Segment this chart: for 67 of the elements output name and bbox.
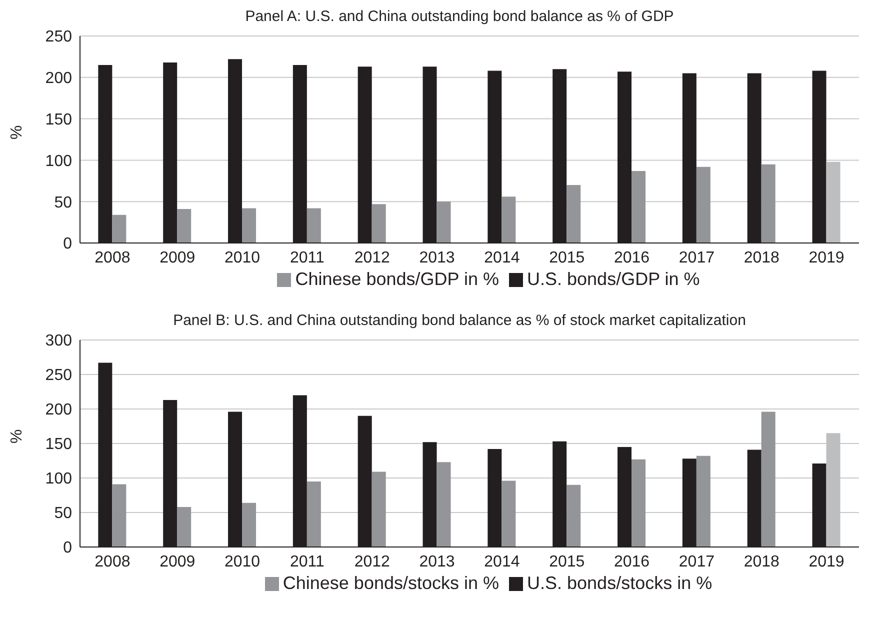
- x-tick-label: 2018: [744, 249, 780, 266]
- bar: [566, 185, 581, 243]
- chart-title: Panel B: U.S. and China outstanding bond balance as % of stock market capitalization: [172, 312, 747, 331]
- x-tick-label: 2012: [354, 553, 390, 570]
- bar: [242, 208, 256, 243]
- x-tick-label: 2009: [160, 553, 196, 570]
- legend-label: Chinese bonds/GDP in %: [295, 269, 500, 289]
- bar: [566, 484, 581, 547]
- y-axis-title: %: [8, 429, 26, 444]
- x-tick-label: 2011: [290, 249, 325, 266]
- bar: [761, 412, 776, 547]
- y-tick-label: 0: [63, 540, 72, 557]
- y-tick-label: 300: [45, 332, 72, 350]
- x-tick-label: 2014: [484, 553, 520, 570]
- y-tick-label: 200: [45, 70, 72, 88]
- x-tick-label: 2015: [549, 249, 585, 266]
- bar: [502, 196, 516, 243]
- y-tick-label: 100: [45, 470, 72, 488]
- bar: [436, 202, 451, 243]
- bar: [632, 170, 646, 243]
- y-tick-label: 150: [45, 436, 72, 454]
- x-tick-label: 2019: [808, 553, 844, 570]
- x-tick-label: 2015: [549, 553, 585, 570]
- x-tick-label: 2016: [614, 249, 650, 266]
- x-tick-label: 2017: [678, 553, 715, 570]
- y-tick-label: 200: [45, 402, 72, 419]
- y-axis-title: %: [8, 125, 26, 140]
- bar: [306, 481, 321, 547]
- bar: [761, 164, 776, 243]
- bar: [502, 480, 516, 547]
- y-tick-label: 150: [45, 111, 72, 128]
- x-tick-label: 2013: [419, 553, 455, 570]
- bar: [112, 484, 126, 547]
- y-tick-label: 50: [54, 194, 72, 212]
- bar: [177, 506, 192, 547]
- bar: [177, 209, 192, 243]
- bar: [696, 456, 710, 547]
- y-tick-label: 100: [45, 152, 72, 170]
- x-tick-label: 2008: [94, 553, 130, 570]
- bar: [696, 166, 710, 243]
- y-tick-label: 0: [63, 236, 72, 253]
- chart-title: Panel A: U.S. and China outstanding bond balance as % of GDP: [244, 8, 675, 27]
- bar: [242, 502, 256, 547]
- bar: [306, 208, 321, 243]
- legend-label: Chinese bonds/stocks in %: [282, 573, 500, 593]
- legend-label: U.S. bonds/stocks in %: [527, 573, 712, 593]
- y-tick-label: 50: [54, 505, 72, 522]
- y-tick-label: 250: [45, 28, 72, 46]
- bar: [372, 204, 386, 243]
- x-tick-label: 2014: [484, 249, 520, 266]
- x-tick-label: 2010: [224, 249, 260, 266]
- x-tick-label: 2019: [808, 249, 844, 266]
- x-tick-label: 2012: [354, 249, 390, 266]
- x-tick-label: 2010: [224, 553, 260, 570]
- x-tick-label: 2008: [94, 249, 130, 266]
- x-tick-label: 2011: [290, 553, 325, 570]
- x-tick-label: 2016: [614, 553, 650, 570]
- x-tick-label: 2018: [744, 553, 780, 570]
- x-tick-label: 2017: [678, 249, 715, 266]
- bar: [112, 214, 126, 243]
- legend-label: U.S. bonds/GDP in %: [527, 269, 700, 289]
- bar: [436, 462, 451, 547]
- x-tick-label: 2009: [160, 249, 196, 266]
- bar: [372, 472, 386, 547]
- x-tick-label: 2013: [419, 249, 455, 266]
- bar: [632, 459, 646, 547]
- y-tick-label: 250: [45, 367, 72, 384]
